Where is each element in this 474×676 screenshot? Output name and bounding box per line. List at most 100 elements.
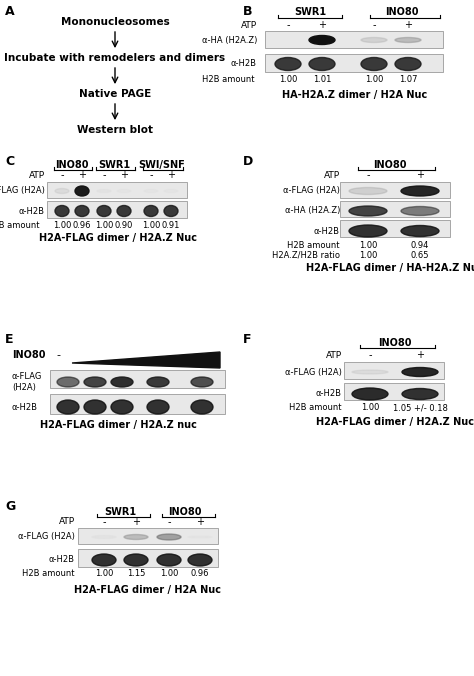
Text: HA-H2A.Z dimer / H2A Nuc: HA-H2A.Z dimer / H2A Nuc — [283, 90, 428, 100]
Ellipse shape — [111, 377, 133, 387]
Text: 1.00: 1.00 — [95, 569, 113, 579]
Ellipse shape — [188, 554, 212, 566]
Bar — [47, 201, 187, 218]
Text: α-H2B: α-H2B — [316, 389, 342, 398]
Bar — [78, 549, 218, 567]
Ellipse shape — [117, 206, 131, 216]
Bar — [265, 54, 443, 72]
Bar — [344, 362, 444, 379]
Ellipse shape — [401, 206, 439, 216]
Text: 1.00: 1.00 — [53, 220, 71, 229]
Text: E: E — [5, 333, 13, 346]
Ellipse shape — [309, 57, 335, 70]
Text: α-H2B: α-H2B — [49, 556, 75, 564]
Text: +: + — [196, 517, 204, 527]
Ellipse shape — [349, 206, 387, 216]
Ellipse shape — [117, 189, 131, 193]
Text: 0.94: 0.94 — [411, 241, 429, 249]
Text: Incubate with remodelers and dimers: Incubate with remodelers and dimers — [4, 53, 226, 63]
Bar — [340, 201, 450, 217]
Text: α-H2B: α-H2B — [314, 226, 340, 235]
Text: α-FLAG (H2A): α-FLAG (H2A) — [285, 368, 342, 377]
Bar — [50, 370, 225, 388]
Text: α-HA (H2A.Z): α-HA (H2A.Z) — [284, 206, 340, 216]
Text: +: + — [404, 20, 412, 30]
Bar — [50, 394, 225, 414]
Text: G: G — [5, 500, 15, 513]
Ellipse shape — [92, 535, 116, 539]
Ellipse shape — [97, 189, 111, 193]
Text: -: - — [372, 20, 376, 30]
Text: H2A.Z/H2B ratio: H2A.Z/H2B ratio — [272, 251, 340, 260]
Text: H2B amount: H2B amount — [288, 241, 340, 249]
Text: -: - — [286, 20, 290, 30]
Polygon shape — [72, 352, 220, 368]
Bar — [47, 182, 187, 198]
Text: -: - — [366, 170, 370, 180]
Ellipse shape — [188, 536, 212, 538]
Text: C: C — [5, 155, 14, 168]
Text: 1.00: 1.00 — [365, 76, 383, 84]
Ellipse shape — [191, 377, 213, 387]
Ellipse shape — [402, 389, 438, 400]
Text: +: + — [318, 20, 326, 30]
Text: F: F — [243, 333, 252, 346]
Ellipse shape — [401, 186, 439, 196]
Ellipse shape — [57, 400, 79, 414]
Text: +: + — [132, 517, 140, 527]
Text: SWI/SNF: SWI/SNF — [138, 160, 185, 170]
Ellipse shape — [361, 57, 387, 70]
Text: H2B amount: H2B amount — [202, 76, 255, 84]
Text: SWR1: SWR1 — [104, 507, 136, 517]
Ellipse shape — [352, 388, 388, 400]
Text: +: + — [416, 350, 424, 360]
Ellipse shape — [84, 377, 106, 387]
Text: H2A-FLAG dimer / H2A Nuc: H2A-FLAG dimer / H2A Nuc — [74, 585, 221, 595]
Ellipse shape — [164, 206, 178, 216]
Text: α-FLAG (H2A): α-FLAG (H2A) — [18, 533, 75, 541]
Text: ATP: ATP — [59, 518, 75, 527]
Text: A: A — [5, 5, 15, 18]
Text: 1.00: 1.00 — [160, 569, 178, 579]
Text: B: B — [243, 5, 253, 18]
Ellipse shape — [124, 554, 148, 566]
Text: SWR1: SWR1 — [98, 160, 130, 170]
Ellipse shape — [401, 226, 439, 237]
Text: Western blot: Western blot — [77, 125, 153, 135]
Text: 0.91: 0.91 — [162, 220, 180, 229]
Ellipse shape — [157, 554, 181, 566]
Text: -: - — [368, 350, 372, 360]
Ellipse shape — [75, 186, 89, 196]
Text: H2B amount: H2B amount — [22, 569, 75, 579]
Text: H2A-FLAG dimer / H2A.Z Nuc: H2A-FLAG dimer / H2A.Z Nuc — [316, 417, 474, 427]
Ellipse shape — [275, 57, 301, 70]
Text: 0.96: 0.96 — [73, 220, 91, 229]
Text: H2A-FLAG dimer / H2A.Z nuc: H2A-FLAG dimer / H2A.Z nuc — [39, 420, 196, 430]
Ellipse shape — [349, 225, 387, 237]
Text: 1.05 +/- 0.18: 1.05 +/- 0.18 — [392, 404, 447, 412]
Text: INO80: INO80 — [373, 160, 407, 170]
Text: 1.00: 1.00 — [279, 76, 297, 84]
Ellipse shape — [57, 377, 79, 387]
Text: 0.90: 0.90 — [115, 220, 133, 229]
Ellipse shape — [157, 534, 181, 540]
Text: 1.00: 1.00 — [95, 220, 113, 229]
Text: -: - — [56, 350, 60, 360]
Bar — [344, 383, 444, 400]
Text: INO80: INO80 — [12, 350, 46, 360]
Text: 1.01: 1.01 — [313, 76, 331, 84]
Text: α-FLAG
(H2A): α-FLAG (H2A) — [12, 372, 42, 391]
Text: 1.00: 1.00 — [359, 251, 377, 260]
Text: +: + — [78, 170, 86, 180]
Text: α-H2B: α-H2B — [19, 206, 45, 216]
Text: -: - — [102, 170, 106, 180]
Ellipse shape — [111, 400, 133, 414]
Ellipse shape — [309, 36, 335, 45]
Text: 1.00: 1.00 — [361, 404, 379, 412]
Ellipse shape — [84, 400, 106, 414]
Ellipse shape — [395, 57, 421, 70]
Ellipse shape — [402, 368, 438, 377]
Text: 0.65: 0.65 — [411, 251, 429, 260]
Text: H2B amount: H2B amount — [290, 404, 342, 412]
Text: Native PAGE: Native PAGE — [79, 89, 151, 99]
